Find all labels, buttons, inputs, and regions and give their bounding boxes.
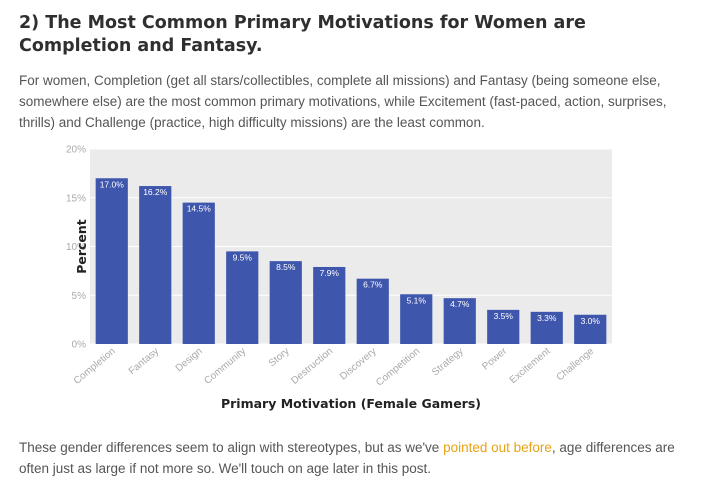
data-label: 3.3% — [537, 313, 557, 323]
x-tick-label: Community — [202, 346, 248, 387]
data-label: 8.5% — [276, 262, 296, 272]
x-tick-label: Excitement — [508, 346, 553, 386]
y-axis-title: Percent — [74, 219, 89, 274]
data-label: 6.7% — [363, 280, 383, 290]
outro-text-before: These gender differences seem to align w… — [19, 440, 444, 455]
x-tick-label: Completion — [72, 346, 118, 387]
y-tick-label: 0% — [72, 340, 87, 351]
data-label: 17.0% — [100, 179, 125, 189]
y-tick-label: 10% — [66, 242, 86, 253]
bar-chart: 0% 5% 10% 15% 20% 17.0% Completion 16.2% Fantasy… — [66, 145, 612, 411]
pointed-out-before-link[interactable]: pointed out before — [443, 440, 552, 455]
x-tick-label: Challenge — [555, 346, 597, 384]
x-tick-label: Design — [174, 346, 205, 374]
bar — [574, 314, 607, 344]
bar — [95, 178, 128, 344]
y-tick-label: 20% — [66, 145, 86, 156]
intro-paragraph: For women, Completion (get all stars/col… — [19, 73, 667, 130]
y-tick-label: 15% — [66, 193, 86, 204]
data-label: 5.1% — [407, 295, 427, 305]
x-tick-label: Strategy — [430, 346, 466, 378]
data-label: 4.7% — [450, 299, 470, 309]
data-label: 9.5% — [233, 252, 253, 262]
x-tick-label: Fantasy — [127, 346, 161, 377]
bar — [443, 298, 476, 344]
x-tick-label: Power — [480, 345, 509, 372]
x-tick-label: Destruction — [289, 346, 335, 387]
x-tick-label: Story — [267, 346, 292, 369]
bar — [487, 309, 520, 344]
section-heading: 2) The Most Common Primary Motivations f… — [19, 13, 586, 56]
bar — [356, 278, 389, 344]
data-label: 14.5% — [187, 204, 212, 214]
data-label: 3.0% — [581, 316, 601, 326]
x-tick-label: Competition — [374, 346, 422, 389]
bar — [530, 311, 563, 344]
bar — [269, 261, 302, 344]
data-label: 3.5% — [494, 311, 514, 321]
outro-paragraph: These gender differences seem to align w… — [19, 437, 691, 479]
bar — [139, 186, 172, 344]
bar — [400, 294, 433, 344]
bar — [226, 251, 259, 344]
outro-text-after: , age differences are often just as larg… — [19, 440, 675, 476]
bar — [313, 266, 346, 344]
y-tick-label: 5% — [72, 291, 87, 302]
data-label: 16.2% — [143, 187, 168, 197]
x-tick-label: Discovery — [338, 346, 379, 383]
bar — [182, 202, 215, 344]
data-label: 7.9% — [320, 268, 340, 278]
x-axis-title: Primary Motivation (Female Gamers) — [221, 396, 481, 411]
